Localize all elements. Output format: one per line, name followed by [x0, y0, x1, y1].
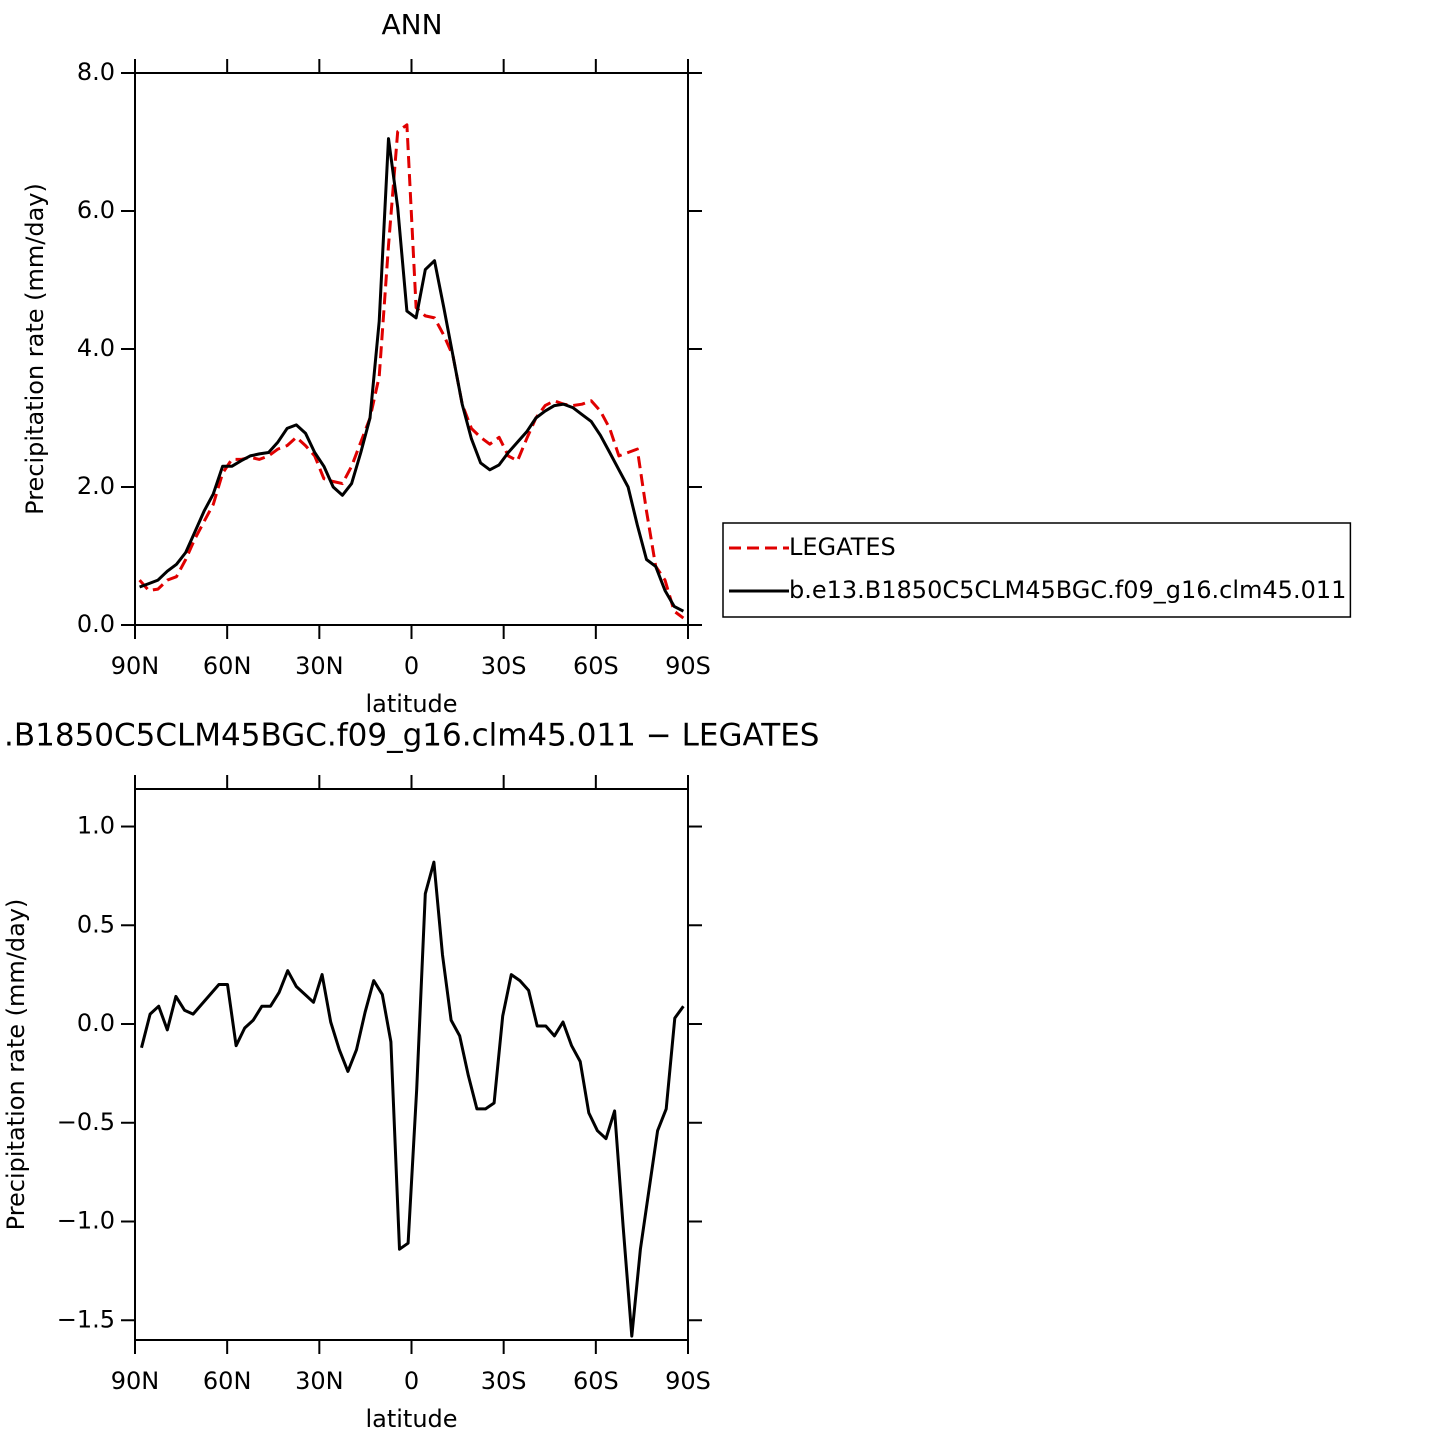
y-tick-label: 0.5: [77, 910, 115, 938]
x-axis-label: latitude: [365, 1405, 457, 1433]
x-tick-label: 30N: [295, 1367, 344, 1395]
y-axis-label: Precipitation rate (mm/day): [21, 183, 49, 515]
chart-title: ANN: [381, 8, 442, 41]
y-axis-label: Precipitation rate (mm/day): [2, 899, 30, 1231]
y-tick-label: 8.0: [77, 58, 115, 86]
y-tick-label: −1.5: [57, 1305, 115, 1333]
series-line: [140, 860, 685, 1338]
series-line: [138, 123, 685, 620]
chart-title: .B1850C5CLM45BGC.f09_g16.clm45.011 − LEG…: [4, 718, 819, 754]
series-line: [139, 137, 685, 613]
y-tick-label: −1.0: [57, 1207, 115, 1235]
x-tick-label: 0: [404, 1367, 419, 1395]
y-tick-label: 0.0: [77, 1009, 115, 1037]
x-tick-label: 90S: [665, 1367, 711, 1395]
x-tick-label: 60S: [573, 652, 619, 680]
x-tick-label: 90N: [111, 652, 160, 680]
x-tick-label: 0: [404, 652, 419, 680]
y-tick-label: 0.0: [77, 610, 115, 638]
plot-frame: [134, 788, 689, 1341]
x-axis-label: latitude: [365, 690, 457, 718]
legend-label: b.e13.B1850C5CLM45BGC.f09_g16.clm45.011: [789, 576, 1346, 604]
x-tick-label: 90S: [665, 652, 711, 680]
y-tick-label: 6.0: [77, 196, 115, 224]
y-tick-label: 2.0: [77, 472, 115, 500]
plot-frame: [134, 72, 689, 626]
x-tick-label: 30S: [481, 652, 527, 680]
x-tick-label: 60N: [203, 1367, 252, 1395]
legend-label: LEGATES: [789, 533, 896, 561]
y-tick-label: 1.0: [77, 812, 115, 840]
y-tick-label: 4.0: [77, 334, 115, 362]
x-tick-label: 30S: [481, 1367, 527, 1395]
x-tick-label: 30N: [295, 652, 344, 680]
x-tick-label: 90N: [111, 1367, 160, 1395]
x-tick-label: 60S: [573, 1367, 619, 1395]
legend-box: [722, 522, 1352, 618]
x-tick-label: 60N: [203, 652, 252, 680]
y-tick-label: −0.5: [57, 1108, 115, 1136]
